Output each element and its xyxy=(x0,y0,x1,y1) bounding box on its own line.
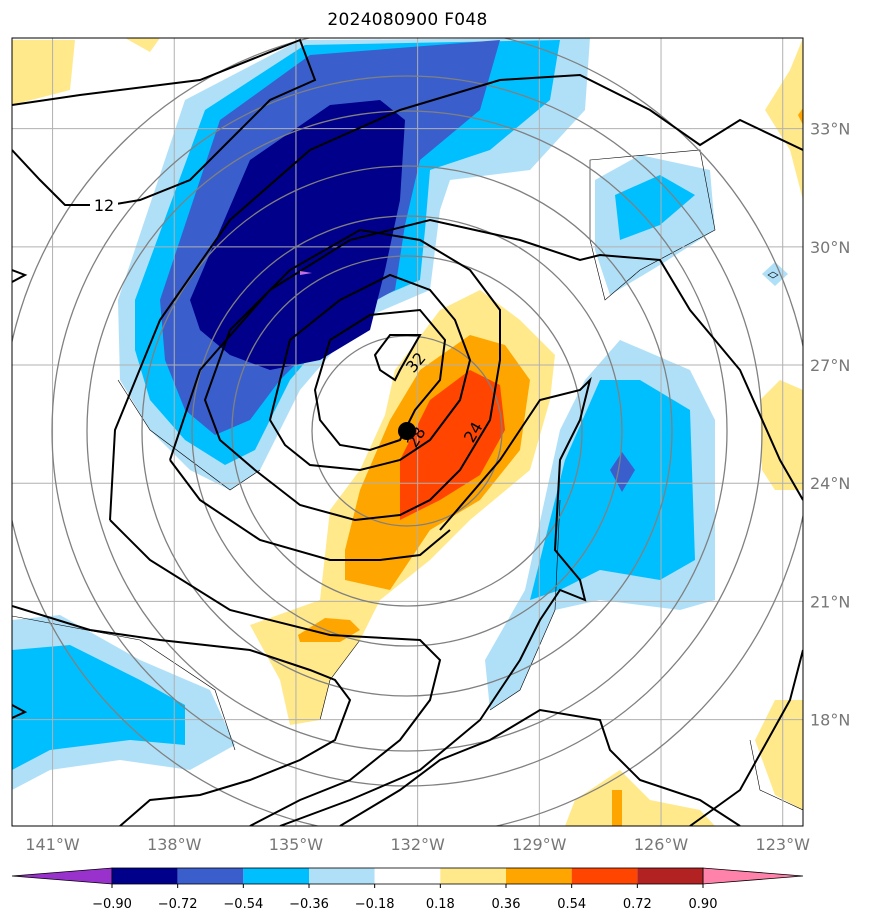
filled-region-yellow-s xyxy=(565,770,715,826)
thin-contour-line xyxy=(489,499,561,711)
filled-region-sky-blue-sw xyxy=(12,645,185,770)
colorbar-swatch xyxy=(177,868,244,884)
colorbar-frame xyxy=(111,867,704,885)
thick-contours xyxy=(12,38,803,826)
magenta-marker xyxy=(300,271,312,275)
colorbar-swatch xyxy=(571,868,638,884)
lon-tick-label: 138°W xyxy=(147,835,202,854)
contour-line-south xyxy=(339,708,741,826)
contour-line-mid xyxy=(169,459,451,561)
contour-line-32 xyxy=(313,308,447,452)
filled-region-orange-ne xyxy=(798,108,803,125)
filled-region-orange-s xyxy=(612,790,622,826)
contour-line-outer xyxy=(109,73,803,521)
contour-line-west xyxy=(12,704,28,719)
lat-tick-labels: 18°N 21°N 24°N 27°N 30°N 33°N xyxy=(810,120,850,730)
colorbar-tick-label: −0.36 xyxy=(289,897,329,912)
colorbar-tick-label: 0.36 xyxy=(492,897,521,912)
filled-region-yellow-nw xyxy=(12,40,75,105)
colorbar-swatch xyxy=(440,868,506,884)
contour-label-12: 12 xyxy=(94,196,114,215)
range-ring xyxy=(86,110,728,752)
thin-contour-line xyxy=(767,271,779,279)
gridlines xyxy=(12,38,803,826)
colorbar-tick-label: −0.72 xyxy=(158,897,198,912)
contour-line-outer xyxy=(109,519,442,826)
colorbar-tick-label: 0.90 xyxy=(689,897,718,912)
colorbar-swatch xyxy=(374,868,441,884)
contour-line-core xyxy=(373,334,422,382)
colorbar-swatch xyxy=(506,868,572,884)
colorbar-tick-label: 0.72 xyxy=(623,897,652,912)
contour-line-24 xyxy=(279,376,592,826)
plot-frame xyxy=(11,37,804,827)
range-ring xyxy=(141,165,673,697)
filled-region-royal-blue-east xyxy=(610,452,635,492)
thin-contour-line xyxy=(117,379,261,491)
lat-tick-label: 33°N xyxy=(810,120,850,139)
colorbar-swatch xyxy=(637,868,703,884)
lon-tick-label: 132°W xyxy=(390,835,445,854)
contour-line-se xyxy=(689,649,803,826)
filled-region-sky-blue-ne xyxy=(615,175,695,240)
lat-tick-label: 21°N xyxy=(810,592,850,611)
filled-region-yellow-ne xyxy=(765,38,803,200)
colorbar-tick-label: −0.90 xyxy=(92,897,132,912)
colorbar-tick-label: 0.54 xyxy=(557,897,586,912)
range-ring xyxy=(191,215,623,647)
colorbar: −0.90 −0.72 −0.54 −0.36 −0.18 0.18 0.36 0.54 0.7… xyxy=(11,867,804,912)
colorbar-tick-label: −0.54 xyxy=(223,897,263,912)
contour-line-outer xyxy=(12,269,28,283)
filled-region-sky-blue-east xyxy=(530,380,695,600)
map-plot xyxy=(12,38,803,826)
contour-line-inner xyxy=(268,273,472,472)
thin-contour-line xyxy=(749,739,803,811)
filled-region-light-blue-dot xyxy=(762,262,788,286)
contour-line-west xyxy=(12,605,352,826)
range-rings xyxy=(12,38,803,826)
range-ring xyxy=(231,255,583,607)
filled-region-yellow-se xyxy=(755,700,803,810)
lon-tick-label: 135°W xyxy=(269,835,324,854)
lon-tick-label: 126°W xyxy=(634,835,689,854)
range-ring xyxy=(51,75,763,787)
colorbar-tick-label: −0.18 xyxy=(355,897,395,912)
chart-title: 2024080900 F048 xyxy=(327,10,488,30)
contour-line-28 xyxy=(203,228,501,522)
filled-region-yellow-nw2 xyxy=(125,38,160,52)
colorbar-extend-low xyxy=(11,867,113,885)
lon-tick-label: 141°W xyxy=(25,835,80,854)
thin-contour-line xyxy=(319,639,361,721)
storm-center-marker xyxy=(398,422,416,440)
lat-tick-label: 24°N xyxy=(810,474,850,493)
lat-tick-label: 27°N xyxy=(810,356,850,375)
lat-tick-label: 18°N xyxy=(810,711,850,730)
lon-tick-label: 123°W xyxy=(756,835,811,854)
colorbar-swatch xyxy=(243,868,309,884)
colorbar-swatch xyxy=(309,868,375,884)
colorbar-swatch xyxy=(112,868,178,884)
lon-tick-labels: 141°W 138°W 135°W 132°W 129°W 126°W 123°W xyxy=(25,835,810,854)
colorbar-tick-label: 0.18 xyxy=(426,897,455,912)
filled-contours xyxy=(12,38,803,826)
filled-region-yellow-e xyxy=(760,380,803,490)
lat-tick-label: 30°N xyxy=(810,238,850,257)
filled-region-navy xyxy=(190,100,405,370)
colorbar-extend-high xyxy=(702,867,804,885)
lon-tick-label: 129°W xyxy=(512,835,567,854)
filled-region-red xyxy=(400,370,505,520)
contour-line-12 xyxy=(12,38,317,206)
